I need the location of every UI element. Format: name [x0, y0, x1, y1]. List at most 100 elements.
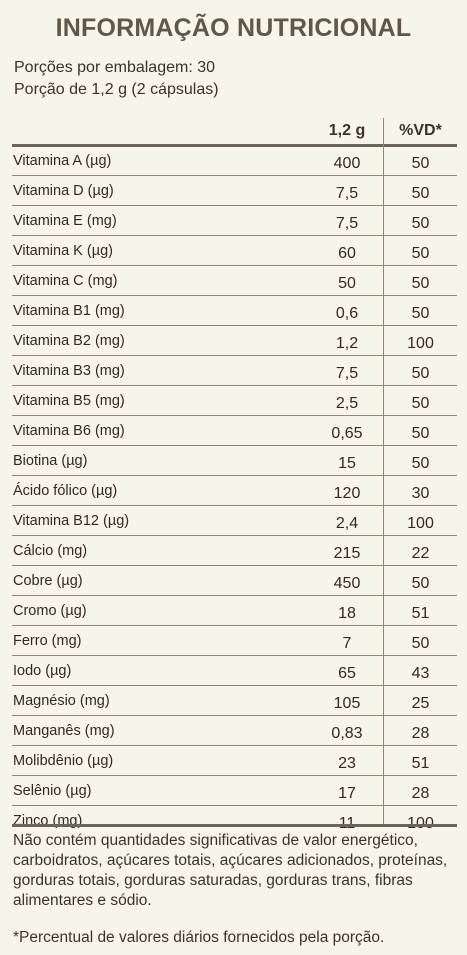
nutrient-name: Vitamina B5 (mg) — [13, 393, 125, 409]
nutrient-dv: 50 — [411, 575, 430, 592]
nutrient-name: Manganês (mg) — [13, 723, 115, 739]
nutrient-amount: 400 — [333, 155, 361, 172]
nutrient-name: Vitamina A (µg) — [13, 153, 112, 169]
nutrient-name: Vitamina B6 (mg) — [13, 423, 125, 439]
nutrient-dv: 50 — [411, 275, 430, 292]
nutrient-amount: 23 — [338, 755, 356, 772]
nutrient-name: Vitamina B1 (mg) — [13, 303, 125, 319]
table-row: Vitamina B5 (mg) 2,5 50 — [12, 387, 457, 416]
table-row: Ferro (mg) 7 50 — [12, 627, 457, 656]
table-row: Cromo (µg) 18 51 — [12, 597, 457, 626]
table-row: Vitamina B2 (mg) 1,2 100 — [12, 327, 457, 356]
nutrient-name: Selênio (µg) — [13, 783, 92, 799]
nutrient-dv: 28 — [411, 785, 430, 802]
nutrient-name: Vitamina C (mg) — [13, 273, 118, 289]
nutrient-name: Iodo (µg) — [13, 663, 72, 679]
nutrient-dv: 30 — [411, 485, 430, 502]
nutrient-dv: 22 — [411, 545, 430, 562]
nutrient-dv: 100 — [407, 515, 434, 532]
nutrient-dv: 50 — [411, 215, 430, 232]
nutrient-amount: 7,5 — [335, 185, 359, 202]
nutrient-amount: 7,5 — [335, 365, 359, 382]
nutrient-amount: 120 — [333, 485, 361, 502]
nutrient-dv: 50 — [411, 455, 430, 472]
table-row: Cobre (µg) 450 50 — [12, 567, 457, 596]
page-title: INFORMAÇÃO NUTRICIONAL — [55, 14, 412, 42]
nutrition-table: Vitamina A (µg) 400 50 Vitamina D (µg) 7,5 50… — [12, 147, 457, 836]
nutrient-name: Cobre (µg) — [13, 573, 83, 589]
nutrient-name: Cálcio (mg) — [13, 543, 88, 559]
nutrient-amount: 2,4 — [335, 515, 359, 532]
nutrient-name: Cromo (µg) — [13, 603, 87, 619]
nutrient-dv: 50 — [411, 305, 430, 322]
column-divider — [383, 118, 384, 826]
nutrient-dv: 43 — [411, 665, 430, 682]
nutrient-amount: 18 — [338, 605, 356, 622]
nutrient-dv: 50 — [411, 365, 430, 382]
nutrient-dv: 50 — [411, 635, 430, 652]
table-row: Cálcio (mg) 215 22 — [12, 537, 457, 566]
nutrient-dv: 50 — [411, 395, 430, 412]
table-row: Vitamina B6 (mg) 0,65 50 — [12, 417, 457, 446]
nutrient-amount: 450 — [333, 575, 361, 592]
table-bottom-divider — [12, 824, 457, 827]
nutrient-amount: 60 — [338, 245, 356, 262]
nutrient-dv: 50 — [411, 155, 430, 172]
table-row: Vitamina K (µg) 60 50 — [12, 237, 457, 266]
nutrient-amount: 215 — [333, 545, 361, 562]
nutrient-name: Biotina (µg) — [13, 453, 88, 469]
nutrient-dv: 28 — [411, 725, 430, 742]
nutrient-amount: 50 — [338, 275, 356, 292]
table-row: Vitamina D (µg) 7,5 50 — [12, 177, 457, 206]
table-row: Vitamina A (µg) 400 50 — [12, 147, 457, 176]
footnote: *Percentual de valores diários fornecido… — [13, 929, 385, 946]
table-row: Vitamina B1 (mg) 0,6 50 — [12, 297, 457, 326]
nutrient-amount: 15 — [338, 455, 356, 472]
table-row: Biotina (µg) 15 50 — [12, 447, 457, 476]
table-row: Molibdênio (µg) 23 51 — [12, 747, 457, 776]
table-row: Magnésio (mg) 105 25 — [12, 687, 457, 716]
nutrient-amount: 0,83 — [331, 725, 363, 742]
nutrient-name: Vitamina D (µg) — [13, 183, 114, 199]
table-row: Iodo (µg) 65 43 — [12, 657, 457, 686]
column-header-dv: %VD* — [399, 122, 442, 139]
nutrient-name: Vitamina B3 (mg) — [13, 363, 125, 379]
table-row: Vitamina B3 (mg) 7,5 50 — [12, 357, 457, 386]
nutrient-amount: 0,6 — [335, 305, 359, 322]
nutrient-amount: 65 — [338, 665, 356, 682]
nutrient-dv: 100 — [383, 815, 458, 833]
nutrient-dv: 51 — [411, 755, 430, 772]
table-row: Ácido fólico (µg) 120 30 — [12, 477, 457, 506]
nutrient-dv: 50 — [411, 425, 430, 442]
table-row: Vitamina C (mg) 50 50 — [12, 267, 457, 296]
nutrient-name: Vitamina K (µg) — [13, 243, 113, 259]
column-header-amount: 1,2 g — [328, 122, 366, 139]
nutrient-amount: 17 — [338, 785, 356, 802]
header-divider — [12, 144, 457, 147]
table-row: Selênio (µg) 17 28 — [12, 777, 457, 806]
servings-per-package: Porções por embalagem: 30 — [14, 59, 215, 76]
nutrient-name: Vitamina B2 (mg) — [13, 333, 125, 349]
nutrient-dv: 25 — [411, 695, 430, 712]
nutrient-dv: 100 — [407, 335, 434, 352]
nutrient-name: Vitamina B12 (µg) — [13, 513, 130, 529]
nutrient-amount: 2,5 — [335, 395, 359, 412]
table-row: Manganês (mg) 0,83 28 — [12, 717, 457, 746]
nutrient-name: Ferro (mg) — [13, 633, 82, 649]
nutrient-dv: 50 — [411, 185, 430, 202]
nutrient-name: Molibdênio (µg) — [13, 753, 114, 769]
table-row: Vitamina E (mg) 7,5 50 — [12, 207, 457, 236]
serving-size: Porção de 1,2 g (2 cápsulas) — [14, 81, 219, 98]
nutrient-amount: 11 — [312, 815, 382, 833]
nutrient-amount: 7 — [342, 635, 352, 652]
nutrient-amount: 105 — [333, 695, 361, 712]
nutrient-dv: 51 — [411, 605, 430, 622]
nutrient-dv: 50 — [411, 245, 430, 262]
nutrient-amount: 0,65 — [331, 425, 363, 442]
nutrient-amount: 1,2 — [335, 335, 359, 352]
nutrient-name: Vitamina E (mg) — [13, 213, 117, 229]
disclaimer-note: Não contém quantidades significativas de… — [13, 832, 448, 909]
nutrient-name: Magnésio (mg) — [13, 693, 110, 709]
table-row: Vitamina B12 (µg) 2,4 100 — [12, 507, 457, 536]
nutrient-name: Ácido fólico (µg) — [13, 483, 118, 499]
